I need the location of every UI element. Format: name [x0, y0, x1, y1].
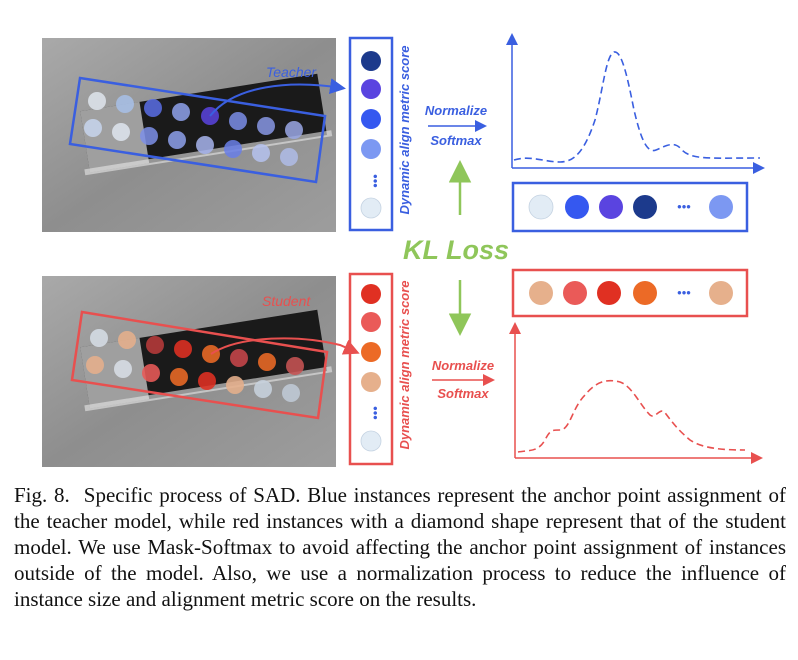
student-normalized-row: ••• — [511, 268, 749, 318]
student-softmax-label: Softmax — [437, 386, 489, 401]
student-distribution-plot — [509, 322, 763, 464]
teacher-normalize-label: Normalize — [425, 103, 487, 118]
student-score-label: Dynamic align metric score — [397, 280, 412, 449]
teacher-arrow — [209, 78, 346, 117]
student-score-ellipsis: ••• — [368, 406, 383, 420]
student-image: Student — [42, 276, 360, 467]
teacher-normalized-row: ••• — [511, 181, 749, 233]
student-anchor-points — [86, 329, 304, 402]
sad-process-diagram: Teacher ••• Dynamic align metric score N… — [42, 33, 765, 467]
teacher-distribution-plot — [506, 33, 765, 174]
teacher-label: Teacher — [266, 64, 317, 80]
caption-text: Specific process of SAD. Blue instances … — [14, 483, 787, 611]
student-normalize-label: Normalize — [432, 358, 494, 373]
student-bounding-box — [70, 310, 329, 420]
teacher-score-column: ••• — [348, 36, 394, 232]
caption-label: Fig. 8. — [14, 483, 70, 507]
teacher-bounding-box — [68, 76, 327, 184]
teacher-softmax-label: Softmax — [430, 133, 482, 148]
student-arrow — [210, 337, 360, 355]
teacher-score-ellipsis: ••• — [368, 174, 383, 188]
student-row-ellipsis: ••• — [677, 285, 691, 300]
teacher-image: Teacher — [42, 38, 346, 232]
figure-caption: Fig. 8. Specific process of SAD. Blue ins… — [14, 482, 786, 612]
teacher-score-label: Dynamic align metric score — [397, 45, 412, 214]
teacher-row-ellipsis: ••• — [677, 199, 691, 214]
student-score-column: ••• — [348, 272, 394, 466]
kl-loss-label: KL Loss — [403, 235, 509, 265]
student-label: Student — [262, 293, 311, 309]
